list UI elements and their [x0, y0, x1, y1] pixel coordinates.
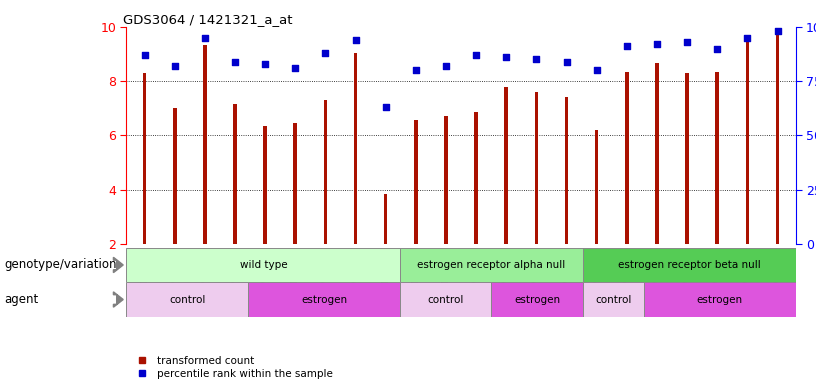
Bar [583, 282, 644, 317]
Point [410, 67, 423, 73]
Point [319, 50, 332, 56]
Bar [324, 100, 327, 244]
Point [711, 46, 724, 52]
Bar [685, 73, 689, 244]
Text: agent: agent [4, 293, 38, 306]
Point [560, 58, 573, 65]
Legend: transformed count, percentile rank within the sample: transformed count, percentile rank withi… [131, 356, 333, 379]
Bar [655, 63, 659, 244]
Point [469, 52, 482, 58]
Bar [414, 121, 418, 244]
Text: GDS3064 / 1421321_a_at: GDS3064 / 1421321_a_at [123, 13, 293, 26]
Point [681, 39, 694, 45]
Bar [294, 123, 297, 244]
Point [289, 65, 302, 71]
Bar [583, 248, 796, 282]
Point [620, 43, 633, 50]
Bar [248, 282, 400, 317]
Bar [625, 72, 628, 244]
Bar [264, 126, 267, 244]
Point [530, 56, 543, 63]
Bar [444, 116, 448, 244]
Bar [746, 40, 749, 244]
Point [259, 61, 272, 67]
Bar [776, 32, 779, 244]
Bar [504, 86, 508, 244]
Point [499, 54, 512, 60]
Text: estrogen: estrogen [697, 295, 743, 305]
Text: wild type: wild type [240, 260, 287, 270]
Bar [126, 248, 400, 282]
Bar [595, 130, 598, 244]
Point [379, 104, 392, 110]
Bar [491, 282, 583, 317]
Bar [354, 53, 357, 244]
Bar [203, 45, 206, 244]
Bar [233, 104, 237, 244]
Point [228, 58, 242, 65]
Bar [143, 73, 146, 244]
Text: estrogen receptor beta null: estrogen receptor beta null [618, 260, 761, 270]
Point [590, 67, 603, 73]
Text: genotype/variation: genotype/variation [4, 258, 117, 271]
Bar [644, 282, 796, 317]
Text: control: control [595, 295, 632, 305]
Text: control: control [169, 295, 206, 305]
Text: estrogen: estrogen [514, 295, 560, 305]
Text: estrogen receptor alpha null: estrogen receptor alpha null [417, 260, 565, 270]
Point [138, 52, 151, 58]
Bar [400, 282, 491, 317]
Text: control: control [428, 295, 464, 305]
Point [168, 63, 181, 69]
Point [741, 35, 754, 41]
Point [650, 41, 663, 47]
Text: estrogen: estrogen [301, 295, 348, 305]
Point [440, 63, 453, 69]
Point [198, 35, 211, 41]
Bar [384, 194, 388, 244]
Bar [126, 282, 248, 317]
Bar [474, 112, 478, 244]
Point [771, 28, 784, 34]
Bar [534, 92, 539, 244]
Point [349, 37, 362, 43]
Bar [716, 72, 719, 244]
Bar [565, 98, 568, 244]
Bar [400, 248, 583, 282]
Bar [173, 108, 176, 244]
